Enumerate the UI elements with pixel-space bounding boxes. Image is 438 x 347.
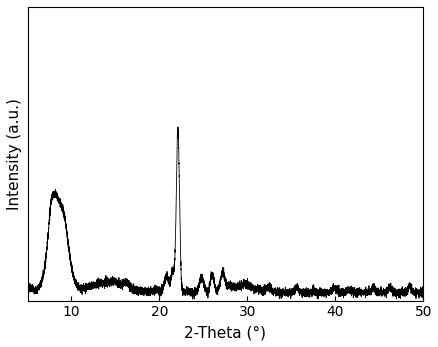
Y-axis label: Intensity (a.u.): Intensity (a.u.)	[7, 98, 22, 210]
X-axis label: 2-Theta (°): 2-Theta (°)	[184, 325, 266, 340]
